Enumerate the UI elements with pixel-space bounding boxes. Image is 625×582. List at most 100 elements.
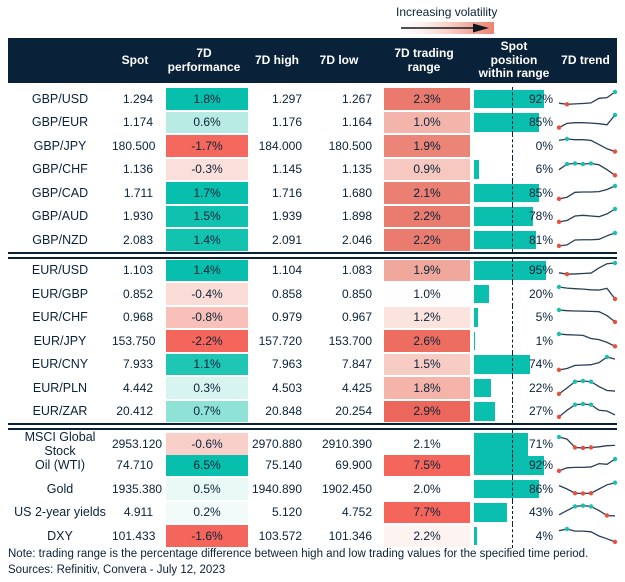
spot-value: 4.442 (122, 380, 153, 395)
low-value: 4.425 (341, 380, 372, 395)
position-bar (474, 331, 475, 350)
high-value: 0.979 (271, 310, 302, 325)
trading-range-cell: 1.0% (384, 111, 470, 133)
spot-value: 1.136 (122, 162, 153, 177)
low-value: 69.900 (335, 458, 372, 473)
performance-cell: -0.8% (166, 306, 248, 328)
trend-low-dot (564, 101, 570, 107)
table-row: GBP/EUR 1.174 0.6% 1.176 1.164 1.0% 85% (8, 110, 618, 134)
footnote: Note: trading range is the percentage di… (8, 548, 589, 560)
trend-high-dot (612, 207, 618, 212)
position-cell: 95% (474, 258, 554, 282)
low-value: 1.680 (341, 185, 372, 200)
volatility-legend: Increasing volatility (396, 5, 498, 34)
spot-value: 1935.380 (112, 481, 163, 496)
trend-low-dot (556, 468, 562, 474)
position-cell: 85% (474, 181, 554, 205)
position-label: 4% (535, 528, 553, 543)
instrument-label: DXY (47, 528, 73, 543)
position-label: 0% (535, 138, 553, 153)
trading-range-cell: 2.1% (384, 433, 470, 455)
trend-high-dot (556, 308, 562, 313)
position-label: 95% (528, 263, 553, 278)
trend-low-dot (556, 414, 562, 420)
position-bar (474, 308, 478, 327)
low-value: 1902.450 (321, 481, 372, 496)
trend-low-dot (612, 149, 618, 154)
position-midline (512, 204, 513, 228)
position-midline (512, 228, 513, 252)
table-row: EUR/JPY 153.750 -2.2% 157.720 153.700 2.6% 1% (8, 329, 618, 353)
position-cell: 5% (474, 305, 554, 329)
trend-sparkline (556, 434, 616, 451)
trend-low-dot (556, 125, 562, 131)
position-bar (474, 113, 539, 132)
instrument-label: GBP/CHF (32, 162, 88, 177)
spot-value: 153.750 (112, 333, 156, 348)
position-cell: 71% (474, 430, 554, 458)
position-cell: 0% (474, 134, 554, 158)
trend-high-dot (572, 161, 578, 166)
trend-high-dot (580, 162, 586, 167)
trading-range-cell: 1.0% (384, 283, 470, 305)
position-midline (512, 477, 513, 501)
spot-value: 2.083 (122, 232, 153, 247)
trend-high-dot (612, 480, 618, 485)
instrument-label: GBP/EUR (31, 115, 89, 130)
trading-range-cell: 7.5% (384, 454, 470, 476)
instrument-label: Gold (46, 481, 74, 496)
spot-value: 1.174 (122, 115, 153, 130)
trend-low-dot (604, 513, 610, 518)
trend-sparkline (556, 402, 616, 420)
position-midline (512, 181, 513, 205)
table-block: MSCI Global Stock 2953.120 -0.6% 2970.880 29… (8, 430, 618, 548)
trend-low-dot (612, 173, 618, 178)
high-value: 157.720 (258, 333, 302, 348)
performance-cell: -0.6% (166, 433, 248, 455)
position-cell: 85% (474, 110, 554, 134)
table-row: Gold 1935.380 0.5% 1940.890 1902.450 2.0% 86% (8, 477, 618, 501)
high-value: 1.297 (271, 91, 302, 106)
spot-value: 1.103 (122, 263, 153, 278)
trend-sparkline (556, 183, 618, 201)
trend-high-dot (612, 457, 618, 462)
spot-value: 0.968 (122, 310, 153, 325)
position-label: 92% (528, 458, 553, 473)
trend-sparkline (558, 526, 618, 544)
high-value: 1.176 (271, 115, 302, 130)
trend-sparkline (556, 308, 618, 325)
trend-high-dot (556, 331, 562, 336)
low-value: 0.967 (341, 310, 372, 325)
position-cell: 74% (474, 352, 554, 376)
trend-low-dot (556, 367, 562, 373)
performance-cell: 0.2% (166, 501, 248, 523)
position-label: 43% (528, 505, 553, 520)
trend-sparkline (556, 378, 616, 396)
high-value: 1.716 (271, 185, 302, 200)
instrument-label: EUR/USD (31, 263, 89, 278)
trend-low-dot (612, 296, 618, 301)
trend-cell (554, 378, 617, 398)
high-value: 1.939 (271, 209, 302, 224)
trend-high-dot (564, 136, 570, 141)
legend-label: Increasing volatility (396, 5, 498, 19)
position-cell: 43% (474, 500, 554, 524)
trading-range-cell: 2.0% (384, 478, 470, 500)
low-value: 20.254 (335, 404, 372, 419)
trend-cell (554, 260, 618, 280)
position-midline (512, 157, 513, 181)
position-cell: 86% (474, 477, 554, 501)
trading-range-cell: 0.9% (384, 158, 470, 180)
position-midline (512, 258, 513, 282)
trend-cell (554, 112, 618, 132)
instrument-label: EUR/PLN (32, 380, 88, 395)
trading-range-cell: 1.8% (384, 377, 470, 399)
position-bar (474, 284, 490, 303)
trading-range-cell: 1.9% (384, 135, 470, 157)
low-value: 101.346 (328, 528, 372, 543)
trend-sparkline (556, 207, 618, 225)
volatility-gradient-bar (398, 22, 494, 34)
trend-cell (554, 401, 617, 421)
position-label: 27% (528, 404, 553, 419)
